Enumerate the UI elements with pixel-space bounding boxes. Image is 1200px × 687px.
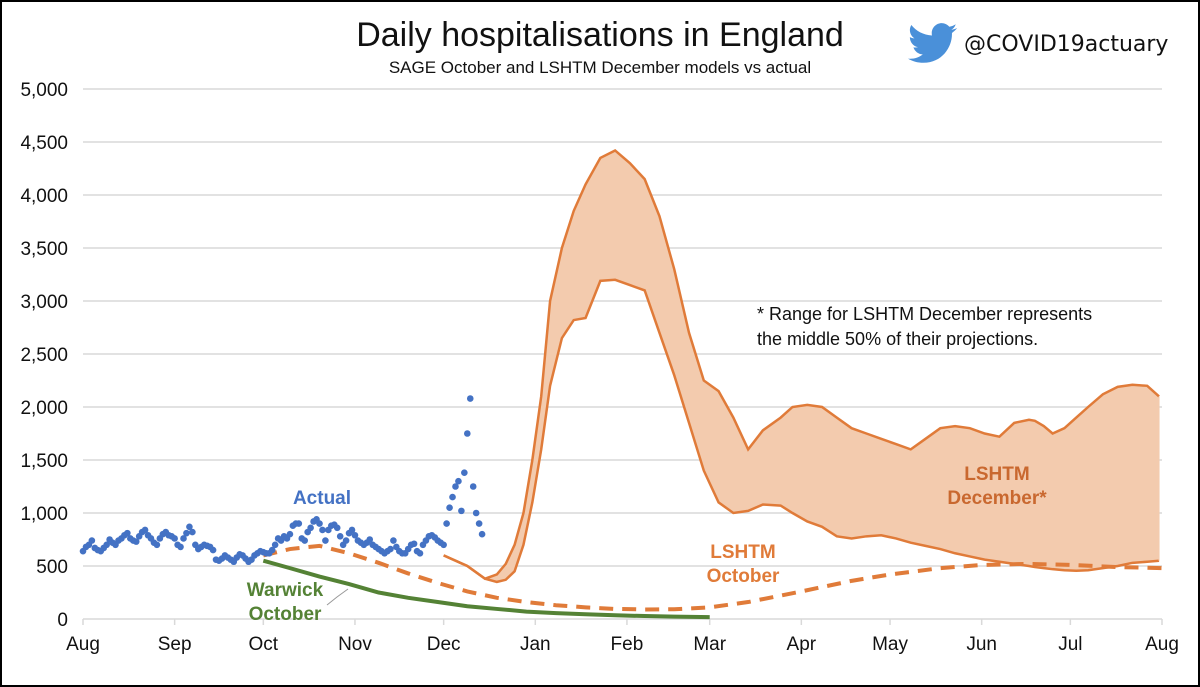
actual-point [286, 530, 294, 538]
handle-text: @COVID19actuary [964, 31, 1169, 57]
lshtm-december-band [443, 148, 1160, 584]
actual-point [469, 483, 477, 490]
x-tick-label: Jan [520, 634, 551, 655]
actual-point [88, 537, 96, 544]
annotation-line: the middle 50% of their projections. [757, 329, 1038, 349]
warwick-october-line [262, 558, 710, 620]
x-tick-label: Jun [966, 634, 997, 655]
actual-point [387, 545, 394, 553]
x-tick-label: Sep [158, 634, 192, 655]
actual-point [153, 541, 161, 549]
actual-point [183, 529, 190, 537]
actual-point [348, 526, 356, 534]
x-tick-label: Dec [427, 634, 461, 655]
actual-point [103, 541, 110, 549]
chart-subtitle: SAGE October and LSHTM December models v… [388, 58, 812, 77]
y-tick-label: 500 [36, 557, 68, 578]
y-tick-label: 1,000 [20, 504, 68, 525]
actual-point [440, 541, 447, 549]
x-tick-label: Aug [66, 634, 100, 655]
actual-point [336, 533, 344, 540]
x-tick-label: Aug [1145, 634, 1179, 655]
twitter-handle: @COVID19actuary [908, 22, 1168, 66]
actual-point [351, 531, 359, 539]
lshtm-december-lower-line [443, 278, 1160, 584]
actual-point [443, 520, 450, 527]
twitter-bird-icon [908, 23, 958, 63]
actual-point [268, 546, 276, 554]
actual-point [171, 535, 178, 542]
annotation-line: * Range for LSHTM December represents [757, 304, 1092, 324]
actual-point [455, 477, 462, 485]
actual-point [458, 507, 465, 515]
label-warwick-line1: Warwick [247, 580, 324, 601]
lshtm-december-range [443, 150, 1160, 582]
actual-point [452, 483, 459, 490]
y-tick-label: 0 [57, 610, 68, 631]
label-lshtm-december-line1: LSHTM [964, 464, 1029, 485]
label-warwick-line2: October [249, 604, 322, 625]
actual-point [446, 504, 453, 512]
lshtm-december-upper-line [443, 148, 1160, 581]
actual-point [271, 541, 279, 549]
lshtm-october-line [262, 543, 1163, 612]
label-lshtm-october-line2: October [707, 566, 780, 587]
x-tick-label: Feb [611, 634, 644, 655]
y-axis-ticks: 0 500 1,000 1,500 2,000 2,500 3,000 3,500 4,000 4… [20, 80, 68, 631]
actual-point [177, 543, 184, 551]
y-tick-label: 4,000 [20, 186, 68, 207]
actual-point [189, 528, 196, 536]
actual-point [322, 537, 329, 544]
actual-point [180, 535, 187, 542]
y-tick-label: 2,500 [20, 345, 68, 366]
actual-point [464, 430, 471, 437]
actual-point [333, 524, 341, 532]
actual-point [295, 520, 303, 527]
x-tick-label: Mar [693, 634, 726, 655]
warwick-leader-line [326, 588, 349, 606]
actual-point [390, 537, 397, 544]
x-tick-label: Apr [787, 634, 817, 655]
actual-point [472, 509, 480, 517]
actual-point [366, 536, 374, 543]
actual-point [141, 526, 149, 534]
y-tick-label: 5,000 [20, 80, 68, 101]
y-tick-label: 3,000 [20, 292, 68, 313]
label-actual: Actual [293, 488, 351, 509]
actual-point [478, 530, 486, 538]
actual-point [209, 546, 217, 554]
actual-point [319, 526, 326, 534]
y-tick-label: 3,500 [20, 239, 68, 260]
actual-point [132, 538, 140, 545]
actual-point [475, 520, 483, 527]
x-tick-label: Oct [249, 634, 279, 655]
actual-point [461, 469, 468, 477]
actual-points [79, 395, 486, 566]
y-tick-label: 2,000 [20, 398, 68, 419]
y-tick-label: 4,500 [20, 133, 68, 154]
actual-point [416, 549, 424, 557]
actual-point [410, 540, 418, 548]
y-tick-label: 1,500 [20, 451, 68, 472]
actual-point [301, 537, 309, 544]
actual-point [466, 395, 474, 402]
series-labels: Actual Warwick October LSHTM October LSHTM Dec… [247, 464, 1047, 625]
chart-title: Daily hospitalisations in England [356, 16, 844, 54]
label-lshtm-december-line2: December* [947, 488, 1047, 509]
actual-point [186, 523, 193, 531]
actual-point [316, 520, 323, 527]
actual-point [124, 529, 131, 537]
x-tick-label: Jul [1058, 634, 1082, 655]
actual-point [449, 493, 456, 501]
label-lshtm-october-line1: LSHTM [710, 542, 775, 563]
x-axis: Aug Sep Oct Nov Dec Jan Feb Mar Apr May Jun Jul Aug [66, 619, 1179, 655]
actual-point [342, 537, 350, 544]
x-tick-label: Nov [338, 634, 372, 655]
actual-point [307, 524, 314, 532]
annotation: * Range for LSHTM December represents the… [757, 304, 1092, 349]
series-lines [262, 543, 1163, 620]
x-tick-label: May [872, 634, 908, 655]
